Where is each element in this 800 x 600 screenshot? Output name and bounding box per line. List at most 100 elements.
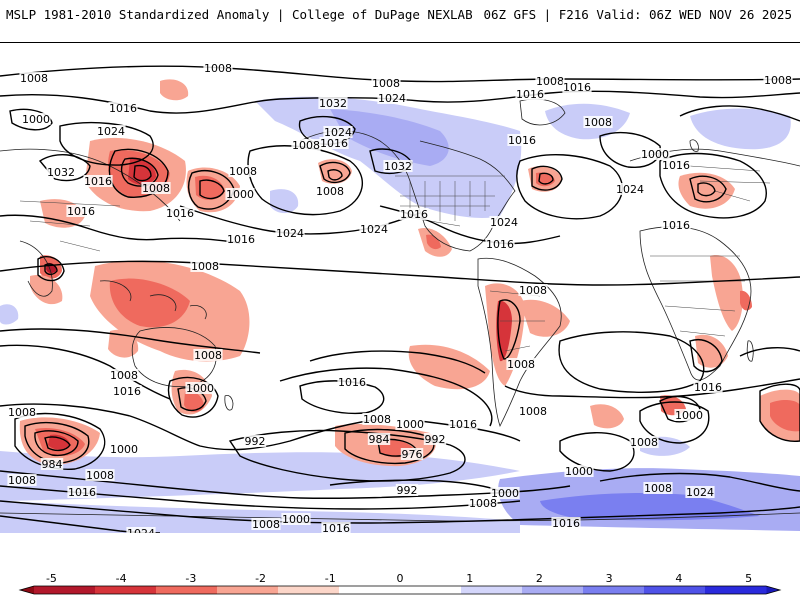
isobar-med-low-1 [689,175,727,203]
negative-anomaly-tasman [184,390,204,413]
contour-label: 1016 [319,137,349,150]
contour-label-bg [323,126,353,138]
contour-label-bg [400,448,424,460]
contour-label: 992 [395,484,419,497]
isobar-1016-sa [504,378,800,399]
contour-label-text: 1016 [166,207,194,220]
contour-label-bg [251,518,281,530]
contour-label-text: 1008 [363,413,391,426]
contour-label-text: 1016 [338,376,366,389]
negative-anomaly-maritime-core [109,278,190,328]
isobar-med-low-2 [697,182,716,197]
contour-label-bg [367,433,391,445]
contour-label-text: 1000 [641,148,669,161]
contour-label-text: 1008 [20,72,48,85]
negative-anomaly-india [30,275,63,305]
contour-label-text: 1000 [396,418,424,431]
contour-label: 1024 [377,92,407,105]
colorbar-high-extension [766,586,780,594]
contour-label-text: 984 [42,458,63,471]
contour-label-bg [126,527,156,533]
contour-label: 1000 [490,487,520,500]
contour-label: 1000 [21,113,51,126]
colorbar-segment [461,586,523,594]
contour-label: 1016 [448,418,478,431]
contour-label: 1008 [85,469,115,482]
isobar-1016-indian-high [739,347,800,357]
contour-label-bg [564,465,594,477]
contour-label-text: 1016 [516,88,544,101]
contour-label-text: 1008 [110,369,138,382]
contour-label-text: 1008 [519,284,547,297]
contour-label-bg [112,385,142,397]
contour-label: 1016 [112,385,142,398]
negative-anomaly-south-indian-east-core [770,399,800,432]
contour-label-bg [515,88,545,100]
isobar-1008-tropics [0,260,800,286]
contour-label-text: 1000 [491,487,519,500]
contour-label: 1000 [674,409,704,422]
negative-anomaly-south-africa [695,334,728,368]
contour-label-bg [85,469,115,481]
contour-label-text: 1016 [486,238,514,251]
contour-label-bg [615,183,645,195]
colorbar-tick-label: -5 [46,572,57,585]
contour-label: 1024 [96,125,126,138]
contour-label: 1032 [318,97,348,110]
contour-label: 1016 [399,208,429,221]
map-panel: 1008 1008 1008 1008 1008 1016 1016 1024 1016 1032… [0,42,800,533]
isobar-atlantic-low-1 [531,165,563,191]
colorbar-segment [156,586,218,594]
negative-anomaly-south-pacific [408,344,490,390]
contour-label: 1008 [190,260,220,273]
contour-label-bg [489,216,519,228]
contour-label-text: 992 [245,435,266,448]
contour-label-text: 1000 [226,188,254,201]
contour-label-text: 1024 [616,183,644,196]
contour-label: 1032 [46,166,76,179]
contour-label-text: 1008 [372,77,400,90]
contour-label-text: 1016 [400,208,428,221]
contour-label-text: 1032 [384,160,412,173]
contour-label: 984 [40,458,64,471]
contour-label-bg [165,207,195,219]
contour-label-bg [66,205,96,217]
contour-label-text: 976 [402,448,423,461]
contour-label: 1008 [251,518,281,531]
contour-label-bg [337,376,367,388]
contour-label: 1016 [226,233,256,246]
positive-anomaly-north-america [255,96,522,218]
contour-label-bg [763,74,793,86]
isobar-1000-south-indian [14,412,106,470]
contour-label: 992 [243,435,267,448]
isobar-1024-atlantic [516,153,623,220]
contour-label-text: 1016 [563,81,591,94]
contour-label: 984 [367,433,391,446]
contour-label-bg [7,406,37,418]
colorbar-segment [278,586,340,594]
contour-label-text: 1008 [536,75,564,88]
coastline-north-america [299,130,516,252]
contour-label: 1016 [337,376,367,389]
contour-label-bg [485,238,515,250]
contour-label-text: 1024 [360,223,388,236]
contour-label-bg [395,484,419,496]
contour-label-bg [190,260,220,272]
isobar-1000-na-east [599,131,661,168]
contour-label: 1008 [228,165,258,178]
contour-label-text: 1016 [662,219,690,232]
contour-label-bg [243,435,267,447]
coastline-antarctica [0,512,800,522]
contour-label-bg [377,92,407,104]
positive-anomaly-west-edge [0,304,19,325]
isobar-tibet-low-2 [44,263,58,276]
colorbar-segment [583,586,645,594]
contour-label: 1008 [763,74,793,87]
colorbar-ticks: -5 -4 -3 -2 -1 0 1 2 3 4 5 [46,572,752,585]
contour-label: 1008 [19,72,49,85]
contour-label-bg [275,227,305,239]
contour-label: 992 [423,433,447,446]
contour-label-bg [193,349,223,361]
contour-label: 1016 [67,486,97,499]
